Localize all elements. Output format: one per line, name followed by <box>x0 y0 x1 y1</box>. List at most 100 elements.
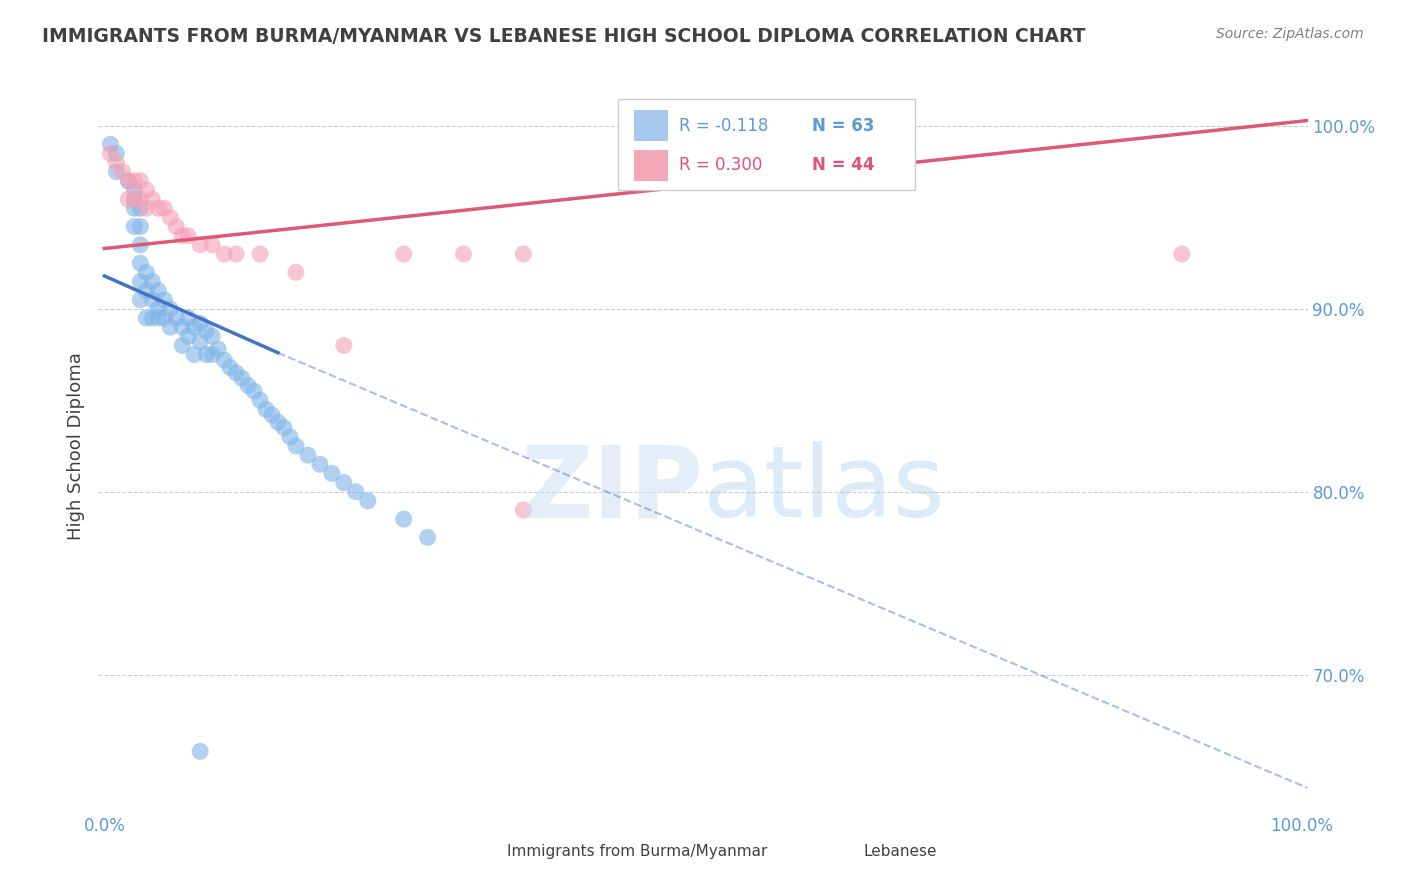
Point <box>129 237 152 252</box>
Point <box>141 274 163 288</box>
Point <box>512 503 534 517</box>
Point <box>201 347 224 362</box>
Point <box>260 408 283 422</box>
Point <box>105 164 128 178</box>
Point <box>177 228 200 243</box>
Point <box>129 219 152 234</box>
Point <box>195 324 218 338</box>
Point <box>165 310 187 325</box>
Point <box>124 174 146 188</box>
Point <box>249 393 271 408</box>
Point <box>231 371 253 385</box>
Point <box>177 329 200 343</box>
Point <box>124 192 146 206</box>
Point <box>195 347 218 362</box>
Point <box>135 265 157 279</box>
Point <box>333 475 356 490</box>
Point <box>124 219 146 234</box>
Bar <box>634 111 668 141</box>
Point <box>124 192 146 206</box>
Bar <box>461 842 498 865</box>
Point <box>309 458 332 472</box>
Point <box>117 174 139 188</box>
Point <box>172 320 194 334</box>
Text: N = 44: N = 44 <box>811 156 875 174</box>
Point <box>344 484 367 499</box>
Point <box>172 338 194 352</box>
Point <box>129 174 152 188</box>
Point <box>188 334 211 349</box>
Point <box>117 174 139 188</box>
Point <box>148 301 170 316</box>
Point <box>183 320 205 334</box>
Text: Immigrants from Burma/Myanmar: Immigrants from Burma/Myanmar <box>508 845 768 860</box>
Point <box>201 329 224 343</box>
Text: Source: ZipAtlas.com: Source: ZipAtlas.com <box>1216 27 1364 41</box>
Point <box>165 219 187 234</box>
Point <box>278 430 301 444</box>
Point <box>129 201 152 215</box>
Point <box>243 384 266 399</box>
Point <box>124 201 146 215</box>
Point <box>212 247 235 261</box>
Point <box>159 320 181 334</box>
Text: IMMIGRANTS FROM BURMA/MYANMAR VS LEBANESE HIGH SCHOOL DIPLOMA CORRELATION CHART: IMMIGRANTS FROM BURMA/MYANMAR VS LEBANES… <box>42 27 1085 45</box>
Point <box>159 301 181 316</box>
Point <box>135 201 157 215</box>
Point <box>148 310 170 325</box>
Point <box>129 192 152 206</box>
Point <box>100 137 122 152</box>
Point <box>219 360 242 375</box>
Bar <box>818 842 855 865</box>
Point <box>249 247 271 261</box>
Point <box>117 192 139 206</box>
Point <box>141 293 163 307</box>
Point <box>188 237 211 252</box>
Point <box>148 284 170 298</box>
Point <box>111 164 134 178</box>
Point <box>105 146 128 161</box>
Point <box>1171 247 1194 261</box>
Point <box>225 247 247 261</box>
Point <box>225 366 247 380</box>
Point <box>284 265 307 279</box>
Text: ZIP: ZIP <box>520 442 703 539</box>
Point <box>153 293 176 307</box>
Text: R = -0.118: R = -0.118 <box>679 117 768 135</box>
Point <box>105 155 128 169</box>
Point <box>284 439 307 453</box>
Y-axis label: High School Diploma: High School Diploma <box>66 352 84 540</box>
Text: atlas: atlas <box>703 442 945 539</box>
Text: Lebanese: Lebanese <box>863 845 938 860</box>
Point <box>201 237 224 252</box>
Point <box>207 342 229 356</box>
Point <box>297 448 319 462</box>
Point <box>267 415 290 429</box>
Point <box>135 310 157 325</box>
Point <box>141 192 163 206</box>
FancyBboxPatch shape <box>619 99 915 190</box>
Text: N = 63: N = 63 <box>811 117 875 135</box>
Point <box>153 310 176 325</box>
Point <box>100 146 122 161</box>
Point <box>512 247 534 261</box>
Point <box>148 201 170 215</box>
Text: R = 0.300: R = 0.300 <box>679 156 762 174</box>
Point <box>183 347 205 362</box>
Point <box>141 310 163 325</box>
Point <box>273 420 295 434</box>
Point <box>392 512 415 526</box>
Point <box>392 247 415 261</box>
Point <box>129 274 152 288</box>
Point <box>416 530 439 544</box>
Point <box>212 353 235 368</box>
Point <box>453 247 475 261</box>
Point <box>172 228 194 243</box>
Point <box>129 256 152 270</box>
Point <box>321 467 343 481</box>
Point <box>129 293 152 307</box>
Point <box>357 493 380 508</box>
Point <box>153 201 176 215</box>
Point <box>177 310 200 325</box>
Point <box>135 284 157 298</box>
